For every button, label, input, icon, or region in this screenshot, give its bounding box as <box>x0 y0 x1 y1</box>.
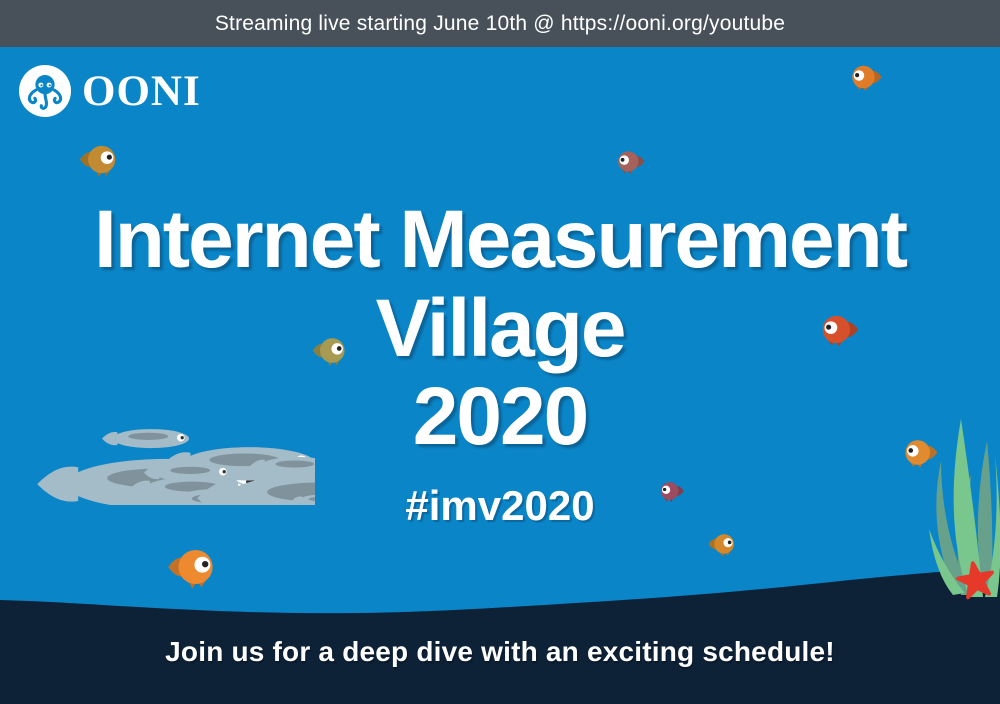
fish-icon <box>616 148 646 175</box>
streaming-url[interactable]: https://ooni.org/youtube <box>560 11 786 35</box>
title-line-1: Internet Measurement <box>93 194 908 285</box>
fish-icon <box>820 311 860 348</box>
ooni-logo[interactable]: OONI <box>19 65 201 117</box>
fish-icon <box>659 479 685 503</box>
top-bar: Streaming live starting June 10th @ http… <box>0 0 1000 47</box>
hashtag: #imv2020 <box>405 481 595 529</box>
ocean-floor <box>0 568 1000 704</box>
seaweed-icon <box>929 419 1000 597</box>
title-line-3: 2020 <box>412 371 589 463</box>
hero-title-block: Internet Measurement Village 2020 #imv20… <box>0 194 1000 530</box>
logo-wordmark: OONI <box>82 67 201 115</box>
fish-school-icon <box>25 420 315 505</box>
octopus-icon <box>19 65 71 117</box>
fish-icon <box>78 141 118 178</box>
starfish-icon <box>956 561 994 600</box>
top-bar-message: Streaming live starting June 10th @ <box>214 11 561 35</box>
title-line-2: Village <box>375 282 627 374</box>
footer-message: Join us for a deep dive with an exciting… <box>165 636 835 667</box>
fish-icon <box>850 62 883 92</box>
fish-icon <box>311 334 347 367</box>
fish-icon <box>707 531 736 557</box>
